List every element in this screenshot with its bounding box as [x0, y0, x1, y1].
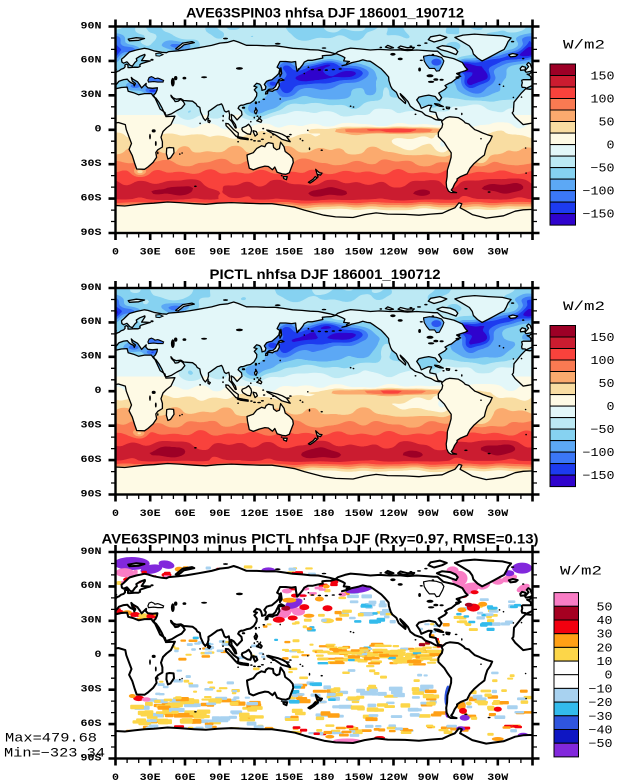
svg-text:60N: 60N: [81, 56, 102, 67]
svg-text:30N: 30N: [81, 616, 102, 627]
svg-text:0: 0: [607, 140, 615, 153]
svg-text:30N: 30N: [81, 90, 102, 101]
svg-text:W/m2: W/m2: [563, 39, 605, 53]
svg-text:120W: 120W: [380, 509, 408, 520]
svg-text:60S: 60S: [81, 193, 102, 204]
svg-text:60E: 60E: [175, 773, 196, 782]
svg-text:−50: −50: [589, 738, 613, 751]
svg-text:AVE63SPIN03 minus PICTL nhfsa: AVE63SPIN03 minus PICTL nhfsa DJF (Rxy=0…: [102, 531, 539, 547]
svg-text:−100: −100: [583, 447, 615, 460]
svg-text:150W: 150W: [345, 509, 373, 520]
svg-text:0: 0: [95, 386, 102, 397]
svg-text:150: 150: [591, 332, 615, 345]
svg-text:30W: 30W: [487, 773, 508, 782]
svg-text:30: 30: [597, 629, 613, 642]
svg-text:30E: 30E: [140, 773, 161, 782]
svg-text:−20: −20: [589, 697, 613, 710]
svg-text:30E: 30E: [140, 248, 161, 259]
svg-text:60E: 60E: [175, 248, 196, 259]
svg-text:50: 50: [599, 378, 615, 391]
svg-text:0: 0: [112, 248, 119, 259]
svg-text:50: 50: [597, 601, 613, 614]
svg-text:180: 180: [314, 509, 335, 520]
svg-text:−40: −40: [589, 725, 613, 738]
svg-text:60S: 60S: [81, 719, 102, 730]
svg-text:30S: 30S: [81, 685, 102, 696]
svg-text:−100: −100: [583, 186, 615, 199]
svg-text:30E: 30E: [140, 509, 161, 520]
svg-text:150E: 150E: [275, 509, 303, 520]
svg-text:150: 150: [591, 71, 615, 84]
svg-text:90N: 90N: [81, 547, 102, 558]
svg-text:Min=−323.34: Min=−323.34: [4, 747, 105, 761]
svg-text:0: 0: [112, 773, 119, 782]
svg-text:90W: 90W: [418, 773, 439, 782]
svg-text:20: 20: [597, 642, 613, 655]
svg-text:0: 0: [605, 670, 613, 683]
svg-text:30S: 30S: [81, 421, 102, 432]
svg-text:W/m2: W/m2: [560, 565, 602, 579]
svg-text:0: 0: [95, 650, 102, 661]
svg-text:−150: −150: [583, 209, 615, 222]
svg-text:90N: 90N: [81, 283, 102, 294]
svg-text:−50: −50: [591, 163, 615, 176]
svg-text:60N: 60N: [81, 317, 102, 328]
svg-text:100: 100: [591, 355, 615, 368]
svg-text:AVE63SPIN03 nhfsa DJF 186001_1: AVE63SPIN03 nhfsa DJF 186001_190712: [186, 5, 464, 21]
svg-text:−150: −150: [583, 470, 615, 483]
svg-text:150E: 150E: [275, 248, 303, 259]
svg-text:90E: 90E: [209, 773, 230, 782]
svg-text:−10: −10: [589, 683, 613, 696]
svg-text:Max=479.68: Max=479.68: [5, 732, 97, 746]
svg-text:30N: 30N: [81, 352, 102, 363]
svg-text:180: 180: [314, 248, 335, 259]
svg-text:50: 50: [599, 117, 615, 130]
svg-text:60W: 60W: [453, 509, 474, 520]
svg-text:10: 10: [597, 656, 613, 669]
svg-text:60W: 60W: [453, 248, 474, 259]
svg-text:180: 180: [314, 773, 335, 782]
svg-text:100: 100: [591, 94, 615, 107]
svg-text:60E: 60E: [175, 509, 196, 520]
svg-text:PICTL nhfsa DJF 186001_190712: PICTL nhfsa DJF 186001_190712: [210, 266, 441, 282]
svg-text:0: 0: [607, 401, 615, 414]
svg-text:120E: 120E: [241, 773, 269, 782]
svg-text:150E: 150E: [275, 773, 303, 782]
svg-text:60S: 60S: [81, 455, 102, 466]
svg-text:90S: 90S: [81, 753, 102, 764]
svg-text:−50: −50: [591, 424, 615, 437]
svg-text:90E: 90E: [209, 509, 230, 520]
svg-text:90W: 90W: [418, 248, 439, 259]
svg-text:90S: 90S: [81, 228, 102, 239]
svg-text:90W: 90W: [418, 509, 439, 520]
svg-text:120W: 120W: [380, 248, 408, 259]
svg-text:90E: 90E: [209, 248, 230, 259]
svg-text:150W: 150W: [345, 773, 373, 782]
svg-text:120W: 120W: [380, 773, 408, 782]
svg-text:W/m2: W/m2: [563, 300, 605, 314]
svg-text:120E: 120E: [241, 509, 269, 520]
svg-text:30W: 30W: [487, 248, 508, 259]
svg-text:90S: 90S: [81, 489, 102, 500]
svg-text:−30: −30: [589, 711, 613, 724]
svg-text:40: 40: [597, 615, 613, 628]
svg-text:30S: 30S: [81, 159, 102, 170]
svg-text:90N: 90N: [81, 21, 102, 32]
svg-text:120E: 120E: [241, 248, 269, 259]
svg-text:60N: 60N: [81, 581, 102, 592]
svg-text:60W: 60W: [453, 773, 474, 782]
svg-text:30W: 30W: [487, 509, 508, 520]
svg-text:150W: 150W: [345, 248, 373, 259]
svg-text:0: 0: [112, 509, 119, 520]
svg-text:0: 0: [95, 125, 102, 136]
